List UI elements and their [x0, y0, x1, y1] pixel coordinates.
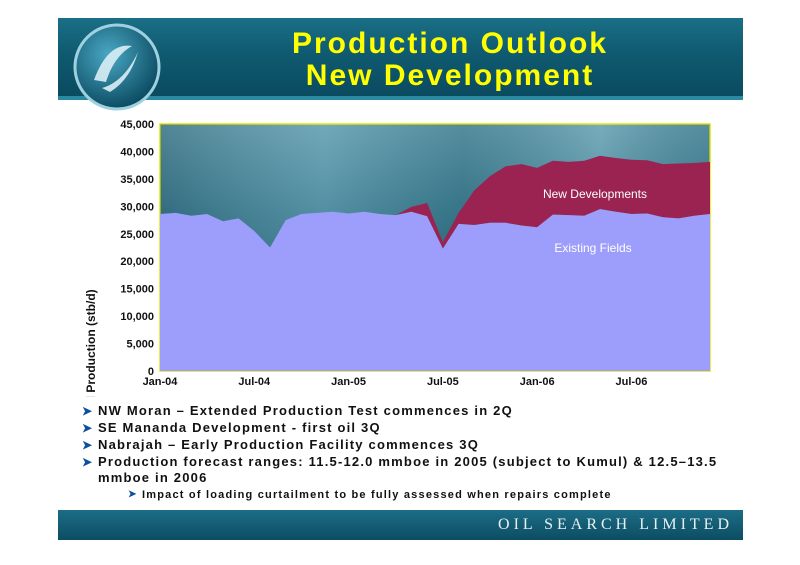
slide-title: Production Outlook New Development — [170, 28, 730, 92]
existing-fields-area — [160, 209, 710, 371]
bullet-item: ➤ SE Mananda Development - first oil 3Q — [82, 420, 742, 436]
x-tick-label: Jul-06 — [616, 376, 648, 388]
x-tick-label: Jul-05 — [427, 376, 459, 388]
y-tick-label: 30,000 — [120, 201, 154, 213]
footer-bar: OIL SEARCH LIMITED — [58, 510, 743, 540]
arrow-bullet-icon: ➤ — [82, 421, 94, 435]
bullet-text: SE Mananda Development - first oil 3Q — [98, 420, 381, 435]
bullet-list: ➤ NW Moran – Extended Production Test co… — [82, 403, 742, 504]
arrow-bullet-icon: ➤ — [128, 489, 138, 500]
bullet-text: Nabrajah – Early Production Facility com… — [98, 437, 480, 452]
x-tick-label: Jul-04 — [238, 376, 271, 388]
y-tick-label: 15,000 — [120, 284, 154, 296]
y-tick-label: 10,000 — [120, 311, 154, 323]
y-tick-label: 0 — [148, 366, 154, 378]
header-stripe — [58, 96, 743, 100]
y-tick-label: 35,000 — [120, 174, 154, 186]
bullet-text: NW Moran – Extended Production Test comm… — [98, 403, 513, 418]
production-chart: 0 5,000 10,000 15,000 20,000 25,000 30,000 35,0… — [84, 119, 711, 397]
y-axis-label: Net Oil Production (stb/d) — [84, 289, 98, 397]
new-developments-area — [160, 155, 710, 249]
sub-bullet-text: Impact of loading curtailment to be full… — [142, 489, 612, 501]
annotation-new-developments: New Developments — [543, 187, 647, 201]
annotation-existing-fields: Existing Fields — [554, 241, 631, 255]
x-tick-label: Jan-04 — [143, 376, 179, 388]
header-bar — [58, 18, 743, 98]
footer-company-name: OIL SEARCH LIMITED — [498, 516, 733, 533]
x-tick-label: Jan-06 — [520, 376, 555, 388]
bullet-item: ➤ Nabrajah – Early Production Facility c… — [82, 437, 742, 453]
title-line-1: Production Outlook — [292, 27, 608, 60]
y-tick-label: 40,000 — [120, 146, 154, 158]
y-tick-label: 45,000 — [120, 119, 154, 131]
arrow-bullet-icon: ➤ — [82, 438, 94, 452]
y-axis-ticks: 0 5,000 10,000 15,000 20,000 25,000 30,000 35,0… — [120, 119, 154, 378]
bullet-text: Production forecast ranges: 11.5-12.0 mm… — [98, 454, 718, 485]
y-tick-label: 25,000 — [120, 229, 154, 241]
arrow-bullet-icon: ➤ — [82, 404, 94, 418]
title-line-2: New Development — [305, 59, 595, 92]
company-logo — [73, 23, 161, 111]
y-tick-label: 20,000 — [120, 256, 154, 268]
bullet-item: ➤ NW Moran – Extended Production Test co… — [82, 403, 742, 419]
x-axis-ticks: Jan-04 Jul-04 Jan-05 Jul-05 Jan-06 Jul-06 — [143, 376, 648, 388]
bullet-item: ➤ Production forecast ranges: 11.5-12.0 … — [82, 454, 742, 486]
y-tick-label: 5,000 — [126, 339, 154, 351]
x-tick-label: Jan-05 — [331, 376, 366, 388]
arrow-bullet-icon: ➤ — [82, 455, 94, 469]
sub-bullet-item: ➤ Impact of loading curtailment to be fu… — [128, 487, 742, 503]
